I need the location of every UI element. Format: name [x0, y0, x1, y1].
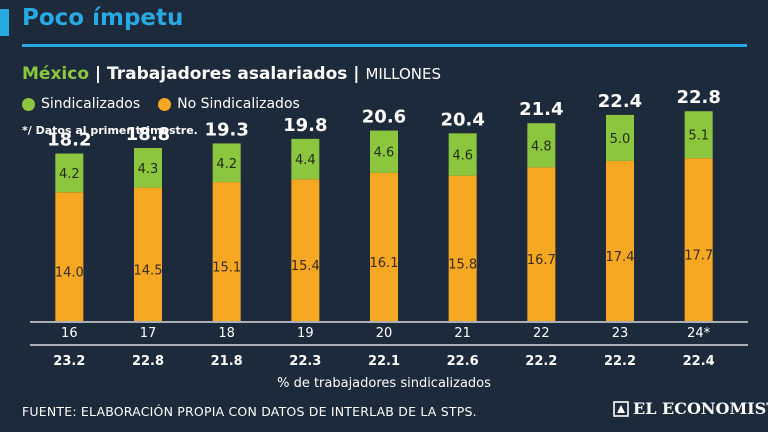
- label-no-sindicalizados-3: 15.4: [291, 259, 320, 274]
- x-tick-label-5: 21: [454, 326, 471, 341]
- subtitle-units: MILLONES: [365, 65, 442, 83]
- stacked-bar-chart: 14.0 4.2 18.2 16 23.2 14.5 4.3 18.8 17 22.8 15.1 4.…: [30, 87, 748, 391]
- union-share-caption: % de trabajadores sindicalizados: [277, 376, 491, 391]
- label-total-8: 22.8: [676, 87, 720, 108]
- union-share-3: 22.3: [289, 354, 321, 369]
- x-tick-label-8: 24*: [687, 326, 711, 341]
- subtitle-separator-1: |: [89, 64, 108, 84]
- bar-sindicalizados-2: [212, 143, 241, 183]
- bar-sindicalizados-5: [448, 133, 477, 176]
- label-sindicalizados-0: 4.2: [59, 167, 80, 182]
- x-tick-label-7: 23: [612, 326, 629, 341]
- subtitle-metric: Trabajadores asalariados: [107, 64, 348, 84]
- bar-no-sindicalizados-6: [527, 167, 556, 321]
- label-sindicalizados-6: 4.8: [531, 139, 552, 154]
- bar-no-sindicalizados-2: [212, 182, 241, 321]
- union-share-2: 21.8: [211, 354, 243, 369]
- logo-wordmark: EL ECONOMISTA: [633, 399, 768, 418]
- legend-label-sindicalizados: Sindicalizados: [41, 96, 141, 112]
- label-no-sindicalizados-6: 16.7: [527, 253, 556, 268]
- bar-sindicalizados-3: [291, 138, 320, 180]
- bar-sindicalizados-0: [55, 153, 84, 193]
- chart-footnote: */ Datos al primer trimestre.: [22, 124, 198, 137]
- bar-no-sindicalizados-4: [370, 172, 398, 321]
- label-sindicalizados-1: 4.3: [138, 162, 159, 177]
- bar-no-sindicalizados-7: [606, 160, 634, 321]
- label-no-sindicalizados-0: 14.0: [55, 266, 84, 281]
- x-tick-label-2: 18: [218, 326, 235, 341]
- title-rule: [22, 44, 747, 47]
- label-no-sindicalizados-7: 17.4: [606, 250, 635, 265]
- bar-sindicalizados-7: [606, 114, 634, 161]
- label-total-7: 22.4: [598, 91, 642, 112]
- label-sindicalizados-3: 4.4: [295, 153, 316, 168]
- legend-item-sindicalizados: Sindicalizados: [22, 96, 140, 112]
- label-no-sindicalizados-4: 16.1: [370, 256, 399, 271]
- legend-swatch-no-sindicalizados: [158, 97, 172, 111]
- label-sindicalizados-2: 4.2: [216, 157, 237, 172]
- subtitle-separator-2: |: [347, 64, 366, 84]
- label-total-4: 20.6: [362, 107, 406, 128]
- subtitle-country: México: [22, 64, 89, 84]
- x-tick-label-4: 20: [376, 326, 393, 341]
- label-total-0: 18.2: [47, 130, 91, 151]
- label-total-1: 18.8: [126, 124, 170, 145]
- label-no-sindicalizados-1: 14.5: [134, 263, 163, 278]
- bar-sindicalizados-6: [527, 123, 556, 168]
- bar-no-sindicalizados-8: [684, 158, 713, 321]
- union-share-5: 22.6: [447, 354, 479, 369]
- label-sindicalizados-7: 5.0: [610, 132, 631, 147]
- bar-no-sindicalizados-0: [55, 192, 84, 321]
- bar-sindicalizados-8: [684, 111, 713, 159]
- legend-swatch-sindicalizados: [22, 97, 35, 111]
- union-share-6: 22.2: [525, 354, 557, 369]
- label-total-3: 19.8: [283, 115, 327, 136]
- union-share-4: 22.1: [368, 354, 400, 369]
- title-accent-bar: [0, 9, 9, 36]
- union-share-0: 23.2: [53, 354, 85, 369]
- x-tick-label-0: 16: [61, 326, 78, 341]
- x-tick-label-1: 17: [140, 326, 157, 341]
- bar-sindicalizados-4: [370, 130, 398, 173]
- x-tick-label-3: 19: [297, 326, 314, 341]
- label-total-5: 20.4: [440, 109, 484, 130]
- chart-legend: Sindicalizados No Sindicalizados: [22, 96, 318, 112]
- publisher-logo: EL ECONOMISTA: [613, 399, 768, 418]
- union-share-8: 22.4: [683, 354, 715, 369]
- legend-label-no-sindicalizados: No Sindicalizados: [177, 96, 300, 112]
- logo-mark-icon: [613, 400, 629, 417]
- label-sindicalizados-5: 4.6: [452, 148, 473, 163]
- chart-subtitle: México | Trabajadores asalariados | MILL…: [22, 64, 441, 84]
- label-no-sindicalizados-2: 15.1: [212, 261, 241, 276]
- bar-sindicalizados-1: [134, 148, 162, 188]
- legend-item-no-sindicalizados: No Sindicalizados: [158, 96, 300, 112]
- bar-no-sindicalizados-5: [448, 175, 477, 321]
- bar-no-sindicalizados-3: [291, 179, 320, 321]
- source-credit: FUENTE: ELABORACIÓN PROPIA CON DATOS DE …: [22, 404, 477, 419]
- label-no-sindicalizados-8: 17.7: [684, 249, 713, 264]
- label-total-6: 21.4: [519, 99, 563, 120]
- bar-no-sindicalizados-1: [134, 187, 162, 321]
- label-sindicalizados-4: 4.6: [374, 146, 395, 161]
- label-total-2: 19.3: [204, 119, 248, 140]
- x-tick-label-6: 22: [533, 326, 550, 341]
- union-share-7: 22.2: [604, 354, 636, 369]
- label-sindicalizados-8: 5.1: [688, 129, 709, 144]
- union-share-1: 22.8: [132, 354, 164, 369]
- label-no-sindicalizados-5: 15.8: [448, 257, 477, 272]
- page-title: Poco ímpetu: [22, 5, 184, 31]
